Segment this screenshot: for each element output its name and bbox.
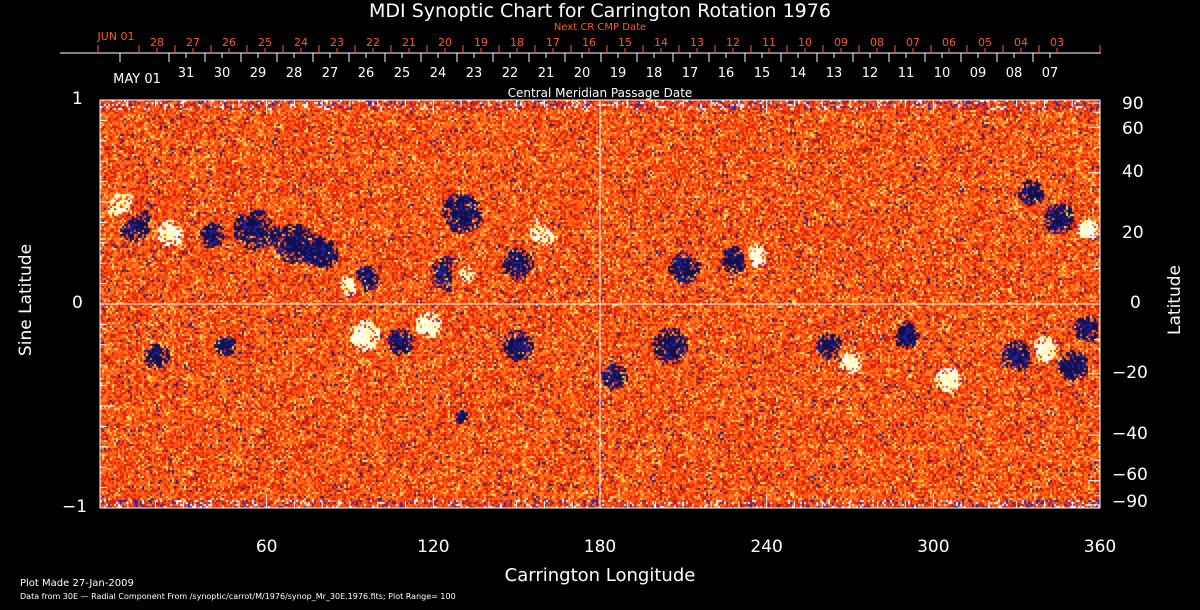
next-cr-date-label: 09	[834, 36, 848, 49]
y-axis-label-left: Sine Latitude	[16, 243, 37, 357]
x-tick-label: 60	[255, 537, 278, 557]
next-cr-date-label: 25	[258, 36, 272, 49]
y-tick-label-right: −20	[1112, 362, 1148, 383]
cmp-date-label: 18	[645, 66, 663, 81]
next-cr-date-label: 16	[582, 36, 596, 49]
cmp-date-label: 30	[213, 66, 231, 81]
next-cr-date-label: 10	[798, 36, 812, 49]
cmp-date-label: 12	[861, 66, 879, 81]
next-cr-date-label: 26	[222, 36, 236, 49]
cmp-date-label: 25	[393, 66, 411, 81]
next-cr-date-label: 08	[870, 36, 884, 49]
cmp-date-label: 21	[537, 66, 555, 81]
y-tick-label-right: 40	[1122, 161, 1144, 182]
cmp-date-label: 22	[501, 66, 519, 81]
next-cr-date-label: 11	[762, 36, 776, 49]
next-cr-date-label: 27	[186, 36, 200, 49]
y-tick-label-right: −90	[1112, 492, 1148, 512]
next-cr-date-label: 14	[654, 36, 668, 49]
next-cr-date-label: 15	[618, 36, 632, 49]
next-cr-date-label: 22	[366, 36, 380, 49]
cmp-date-label: 13	[825, 66, 843, 81]
next-cr-date-label: 05	[978, 36, 992, 49]
data-source-note: Data from 30E — Radial Component From /s…	[20, 592, 456, 601]
cmp-date-label: 15	[753, 66, 771, 81]
cmp-date-label: MAY 01	[113, 72, 161, 87]
next-cr-date-label: 18	[510, 36, 524, 49]
next-cr-date-label: 28	[150, 36, 164, 49]
next-cr-date-label: 21	[402, 36, 416, 49]
next-cr-date-label: 03	[1050, 36, 1064, 49]
next-cr-date-label: 20	[438, 36, 452, 49]
cmp-date-label: 19	[609, 66, 627, 81]
cmp-date-label: 17	[681, 66, 699, 81]
cmp-date-label: 20	[573, 66, 591, 81]
cmp-date-label: 28	[285, 66, 303, 81]
plot-made-note: Plot Made 27-Jan-2009	[20, 578, 134, 589]
cmp-date-label: 10	[933, 66, 951, 81]
cmp-date-label: 09	[969, 66, 987, 81]
x-tick-label: 180	[583, 537, 617, 557]
next-cr-date-label: 17	[546, 36, 560, 49]
x-tick-label: 120	[417, 537, 450, 557]
y-axis-label-right: Latitude	[1164, 265, 1185, 335]
cmp-date-label: 23	[465, 66, 483, 81]
cmp-date-label: 31	[177, 66, 195, 81]
next-cr-date-label: 24	[294, 36, 308, 49]
next-cr-date-label: 06	[942, 36, 956, 49]
cmp-date-label: 16	[717, 66, 735, 81]
next-cr-date-label: 19	[474, 36, 488, 49]
chart-title: MDI Synoptic Chart for Carrington Rotati…	[369, 0, 831, 22]
y-tick-label-right: 20	[1122, 223, 1144, 244]
cmp-date-label: 14	[789, 66, 807, 81]
next-cr-date-label: JUN 01	[97, 30, 135, 43]
x-axis-label: Carrington Longitude	[504, 565, 696, 586]
next-cr-date-label: 12	[726, 36, 740, 49]
cmp-date-label: 29	[249, 66, 267, 81]
y-tick-label-left: 1	[72, 89, 83, 109]
y-tick-label-right: −60	[1112, 464, 1148, 485]
y-tick-label-left: 0	[72, 293, 83, 313]
x-tick-label: 300	[917, 537, 950, 557]
next-cr-date-label: 04	[1014, 36, 1028, 49]
y-tick-label-right: 0	[1130, 293, 1141, 313]
x-tick-label: 240	[750, 537, 783, 557]
cmp-date-label: 08	[1005, 66, 1023, 81]
x-tick-label: 360	[1083, 537, 1117, 557]
cmp-date-label: 26	[357, 66, 375, 81]
cmp-date-label: 07	[1041, 66, 1059, 81]
y-tick-label-right: 90	[1122, 94, 1144, 114]
y-tick-label-right: 60	[1122, 119, 1144, 140]
next-cr-axis-label: Next CR CMP Date	[553, 22, 647, 33]
next-cr-date-label: 07	[906, 36, 920, 49]
next-cr-date-label: 23	[330, 36, 344, 49]
cmp-date-label: 11	[897, 66, 915, 81]
cmp-date-label: 27	[321, 66, 339, 81]
y-tick-label-left: −1	[62, 497, 88, 517]
y-tick-label-right: −40	[1112, 424, 1148, 445]
next-cr-date-label: 13	[690, 36, 704, 49]
cmp-date-label: 24	[429, 66, 447, 81]
cmp-axis-label: Central Meridian Passage Date	[507, 86, 693, 100]
